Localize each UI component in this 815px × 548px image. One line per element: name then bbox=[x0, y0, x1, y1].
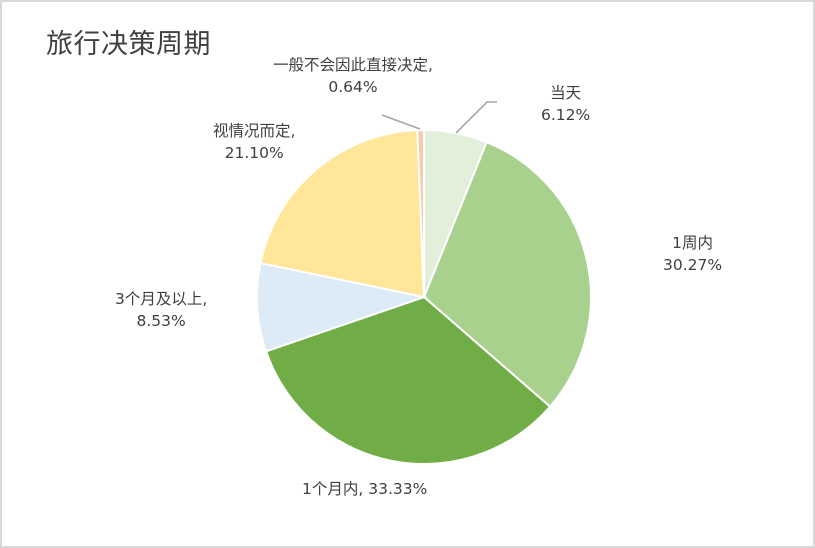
pie-slice-5 bbox=[416, 128, 425, 298]
pie-slice-1 bbox=[422, 140, 592, 409]
label-depends-value: 21.10% bbox=[224, 144, 284, 162]
label-today: 当天 6.12% bbox=[541, 82, 590, 126]
pie-slices bbox=[256, 128, 592, 465]
label-month-text: 1个月内, 33.33% bbox=[302, 480, 428, 498]
label-today-name: 当天 bbox=[550, 84, 582, 102]
label-depends: 视情况而定, 21.10% bbox=[213, 120, 295, 164]
leader-line-never bbox=[381, 114, 421, 130]
chart-title: 旅行决策周期 bbox=[46, 29, 211, 60]
label-month: 1个月内, 33.33% bbox=[302, 478, 427, 500]
pie-slice-2 bbox=[264, 295, 552, 465]
label-three-month-name: 3个月及以上, bbox=[115, 290, 208, 308]
pie-slice-3 bbox=[256, 261, 428, 353]
leader-line-today bbox=[455, 101, 497, 134]
label-depends-name: 视情况而定, bbox=[213, 122, 296, 140]
label-today-value: 6.12% bbox=[541, 106, 591, 124]
label-week-name: 1周内 bbox=[672, 234, 713, 252]
label-never-name: 一般不会因此直接决定, bbox=[273, 56, 433, 74]
label-three-month: 3个月及以上, 8.53% bbox=[115, 288, 207, 332]
label-three-month-value: 8.53% bbox=[136, 312, 186, 330]
label-never-value: 0.64% bbox=[328, 78, 378, 96]
label-never: 一般不会因此直接决定, 0.64% bbox=[273, 54, 433, 98]
label-week: 1周内 30.27% bbox=[663, 232, 722, 276]
pie-slice-4 bbox=[259, 129, 426, 299]
label-week-value: 30.27% bbox=[663, 256, 723, 274]
